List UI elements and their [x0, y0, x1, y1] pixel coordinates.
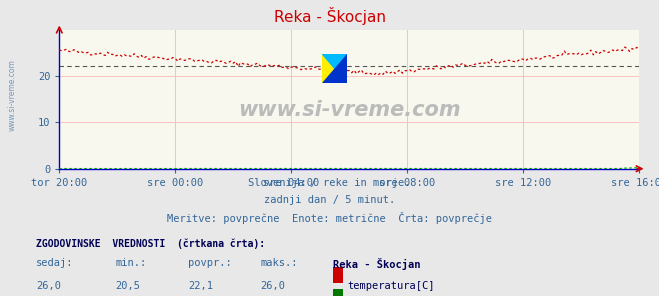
Text: temperatura[C]: temperatura[C] — [347, 281, 435, 291]
Polygon shape — [322, 54, 347, 83]
Polygon shape — [322, 54, 347, 83]
Text: 22,1: 22,1 — [188, 281, 213, 291]
Text: 26,0: 26,0 — [260, 281, 285, 291]
Text: ZGODOVINSKE  VREDNOSTI  (črtkana črta):: ZGODOVINSKE VREDNOSTI (črtkana črta): — [36, 238, 266, 249]
Text: 20,5: 20,5 — [115, 281, 140, 291]
Text: Meritve: povprečne  Enote: metrične  Črta: povprečje: Meritve: povprečne Enote: metrične Črta:… — [167, 212, 492, 224]
Text: povpr.:: povpr.: — [188, 258, 231, 268]
Text: zadnji dan / 5 minut.: zadnji dan / 5 minut. — [264, 195, 395, 205]
Text: Reka - Škocjan: Reka - Škocjan — [333, 258, 420, 271]
Text: Slovenija / reke in morje.: Slovenija / reke in morje. — [248, 178, 411, 188]
Polygon shape — [322, 54, 347, 83]
Text: www.si-vreme.com: www.si-vreme.com — [238, 100, 461, 120]
Text: Reka - Škocjan: Reka - Škocjan — [273, 7, 386, 25]
Text: min.:: min.: — [115, 258, 146, 268]
Text: www.si-vreme.com: www.si-vreme.com — [8, 59, 17, 131]
Text: maks.:: maks.: — [260, 258, 298, 268]
Text: sedaj:: sedaj: — [36, 258, 74, 268]
Text: 26,0: 26,0 — [36, 281, 61, 291]
